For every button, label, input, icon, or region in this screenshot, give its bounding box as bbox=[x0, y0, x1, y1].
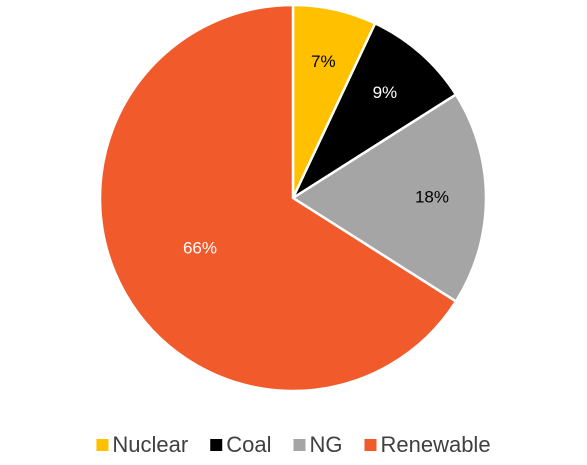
legend-text: Coal bbox=[226, 432, 271, 457]
pie-slice bbox=[290, 92, 488, 304]
legend-text: NG bbox=[309, 432, 342, 457]
slice-label: 18% bbox=[415, 187, 449, 206]
slice-label: 7% bbox=[311, 52, 336, 71]
pie-slice bbox=[290, 21, 458, 202]
legend-swatch bbox=[210, 439, 223, 451]
legend-swatch bbox=[364, 439, 377, 451]
legend-swatch bbox=[96, 439, 109, 451]
slice-label: 9% bbox=[373, 83, 398, 102]
slice-label: 66% bbox=[183, 239, 217, 258]
legend-text: Renewable bbox=[380, 432, 490, 457]
legend-swatch bbox=[293, 439, 306, 451]
legend-text: Nuclear bbox=[112, 432, 188, 457]
pie-slice bbox=[98, 3, 458, 393]
